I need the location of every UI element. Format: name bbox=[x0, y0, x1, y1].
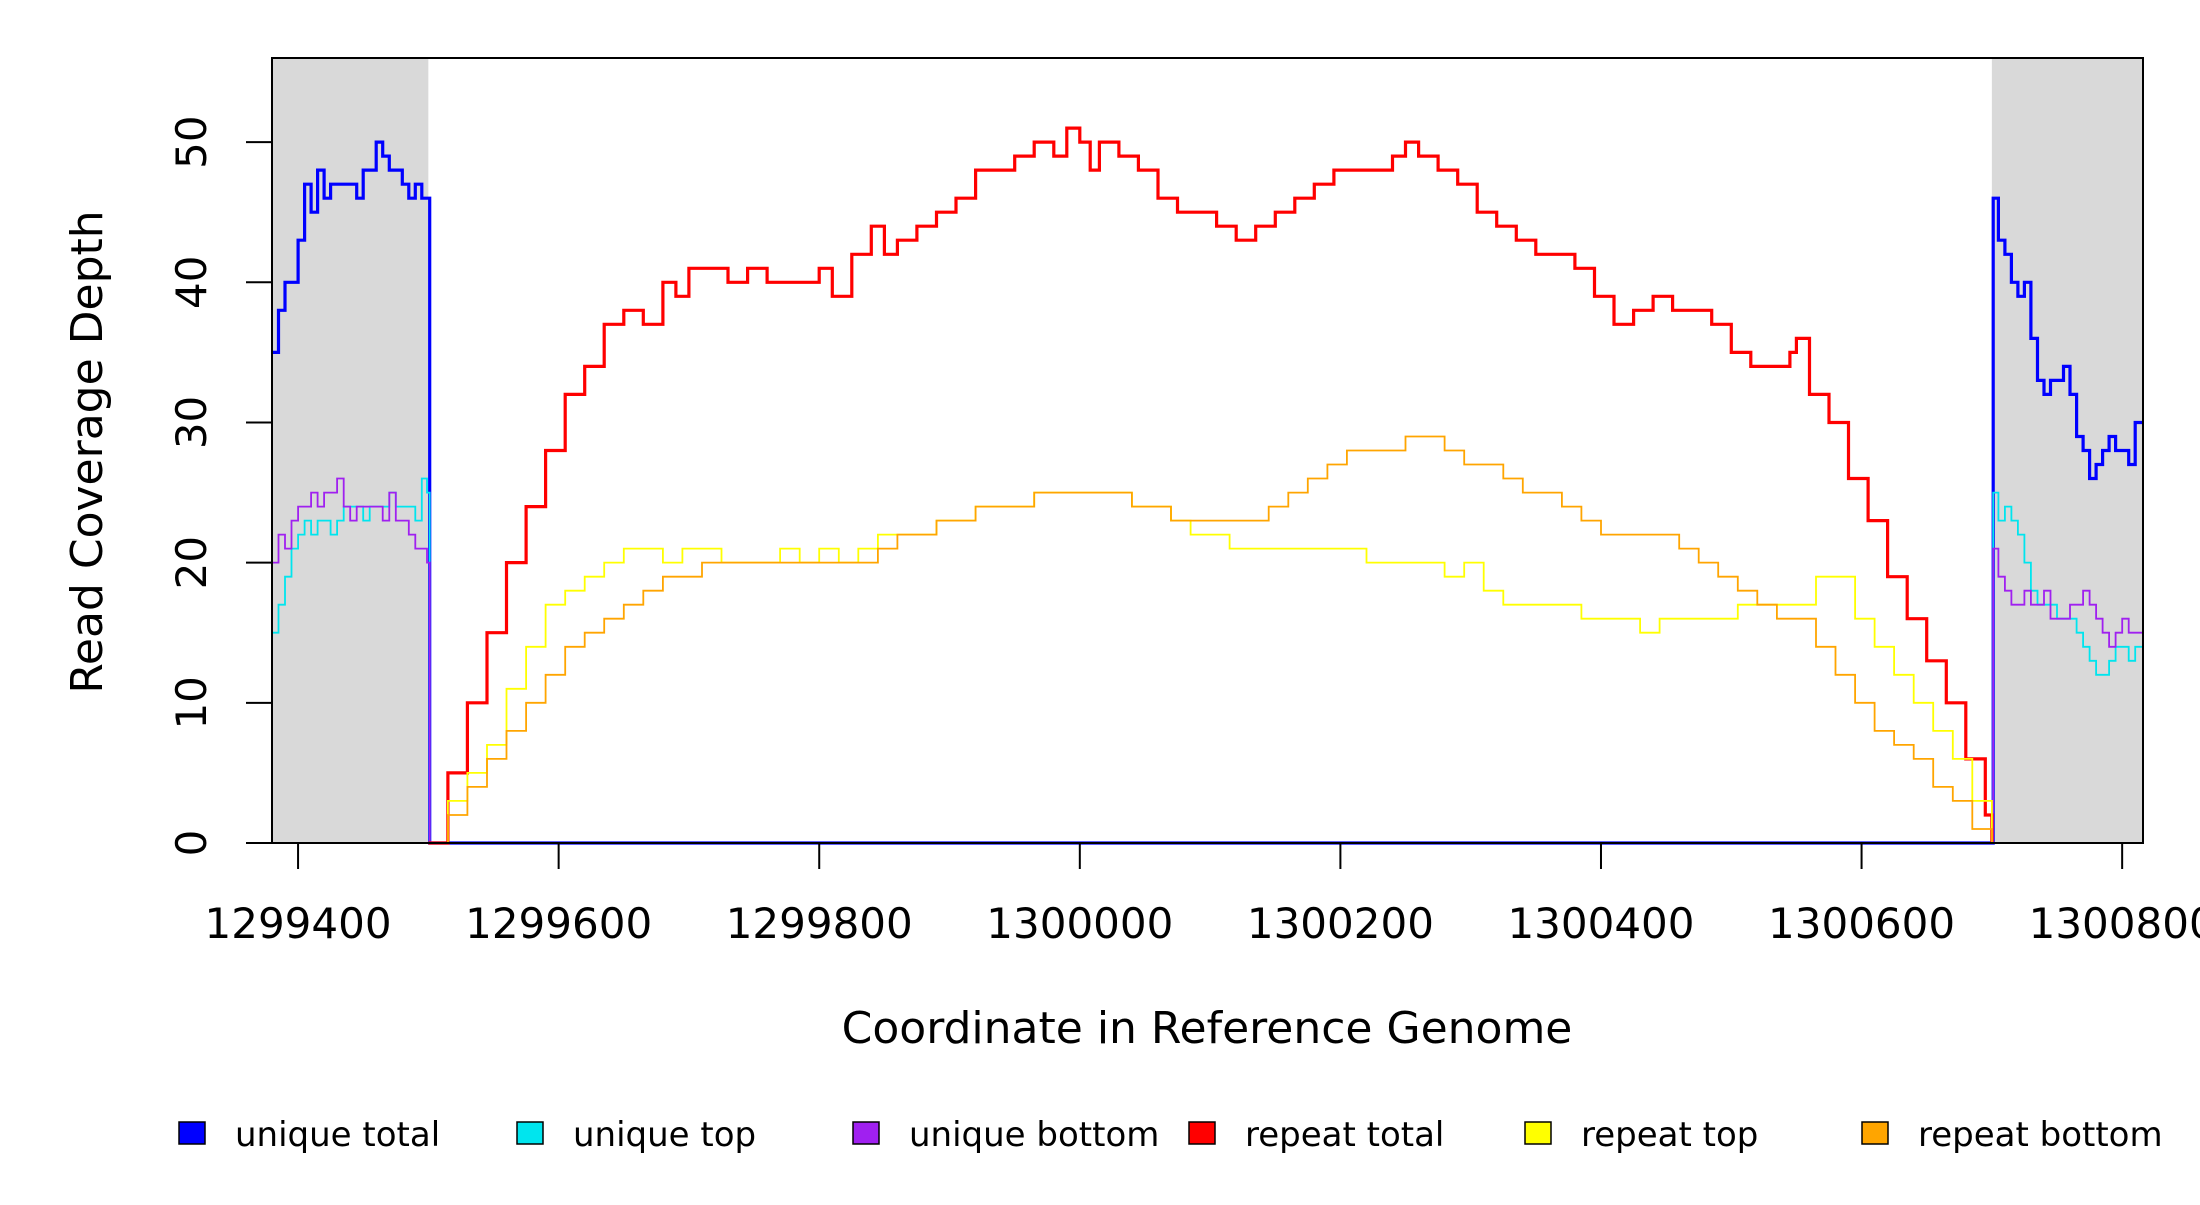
y-tick-label: 0 bbox=[167, 830, 216, 857]
x-tick-label: 1299800 bbox=[726, 899, 913, 948]
x-tick-label: 1300800 bbox=[2029, 899, 2200, 948]
legend-label: repeat top bbox=[1581, 1115, 1758, 1155]
legend-item-unique-total: unique total bbox=[178, 1115, 440, 1155]
shaded-region-0 bbox=[272, 58, 429, 843]
legend-swatch bbox=[516, 1121, 544, 1145]
x-tick-label: 1299600 bbox=[465, 899, 652, 948]
legend-swatch bbox=[1524, 1121, 1552, 1145]
legend-item-repeat-total: repeat total bbox=[1188, 1115, 1444, 1155]
x-tick-label: 1300600 bbox=[1768, 899, 1955, 948]
series-line-unique-top bbox=[272, 477, 2144, 844]
x-tick-label: 1300400 bbox=[1507, 899, 1694, 948]
legend-swatch bbox=[1861, 1121, 1889, 1145]
legend-label: unique total bbox=[235, 1115, 440, 1155]
x-tick-label: 1299400 bbox=[205, 899, 392, 948]
x-axis-title: Coordinate in Reference Genome bbox=[842, 1003, 1573, 1054]
legend-item-unique-top: unique top bbox=[516, 1115, 756, 1155]
legend: unique total unique top unique bottom repea… bbox=[178, 1115, 2163, 1155]
y-tick-label: 10 bbox=[167, 676, 216, 729]
series-line-repeat-bottom bbox=[428, 435, 1993, 844]
legend-item-unique-bottom: unique bottom bbox=[852, 1115, 1159, 1155]
series-line-unique-total bbox=[272, 140, 2143, 845]
y-tick-label: 40 bbox=[167, 256, 216, 309]
y-tick-label: 20 bbox=[167, 536, 216, 589]
legend-label: unique bottom bbox=[909, 1115, 1159, 1155]
x-axis: 1299400 1299600 1299800 1300000 1300200 13004… bbox=[205, 842, 2200, 948]
series-lines bbox=[272, 126, 2144, 845]
series-line-unique-bottom bbox=[272, 477, 2143, 844]
y-axis-title: Read Coverage Depth bbox=[62, 210, 113, 693]
legend-item-repeat-top: repeat top bbox=[1524, 1115, 1758, 1155]
x-tick-label: 1300000 bbox=[986, 899, 1173, 948]
legend-label: repeat bottom bbox=[1918, 1115, 2163, 1155]
legend-item-repeat-bottom: repeat bottom bbox=[1861, 1115, 2163, 1155]
y-tick-label: 30 bbox=[167, 396, 216, 449]
y-tick-label: 50 bbox=[167, 115, 216, 168]
y-axis: 0 10 20 30 40 50 bbox=[167, 115, 273, 857]
legend-swatch bbox=[852, 1121, 880, 1145]
legend-label: unique top bbox=[573, 1115, 756, 1155]
legend-swatch bbox=[178, 1121, 206, 1145]
series-line-repeat-top bbox=[428, 491, 1993, 844]
legend-label: repeat total bbox=[1245, 1115, 1444, 1155]
series-line-repeat-total bbox=[428, 126, 1994, 845]
x-tick-label: 1300200 bbox=[1247, 899, 1434, 948]
legend-swatch bbox=[1188, 1121, 1216, 1145]
